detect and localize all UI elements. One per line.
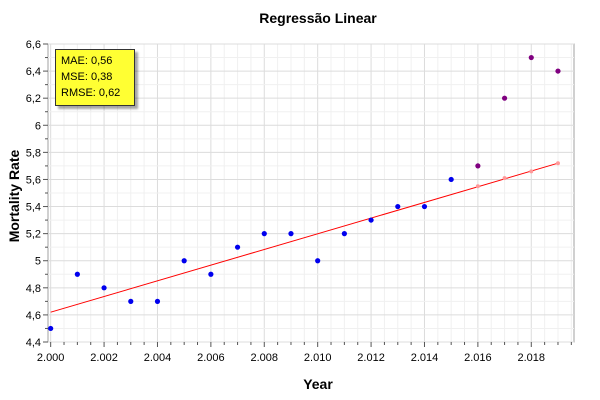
y-tick-label: 4,6 bbox=[26, 310, 41, 322]
x-axis-title: Year bbox=[303, 376, 333, 392]
y-tick-label: 5,4 bbox=[26, 202, 41, 214]
y-tick-label: 6,2 bbox=[26, 93, 41, 105]
x-tick-label: 2.012 bbox=[357, 352, 385, 364]
tick-layer: 2.000 2.002 2.004 2.006 2.008 2.010 2.012 2.014… bbox=[26, 39, 572, 364]
observed-point bbox=[101, 285, 107, 291]
y-tick-label: 5,2 bbox=[26, 229, 41, 241]
y-tick-label: 6,6 bbox=[26, 39, 41, 51]
observed-point bbox=[368, 217, 374, 223]
metric-rmse: RMSE: 0,62 bbox=[61, 87, 121, 99]
x-tick-label: 2.006 bbox=[197, 352, 225, 364]
x-tick-label: 2.018 bbox=[518, 352, 546, 364]
y-axis-title: Mortality Rate bbox=[6, 150, 22, 243]
test-point bbox=[501, 95, 508, 101]
y-tick-label: 4,8 bbox=[26, 283, 41, 295]
metric-mse: MSE: 0,38 bbox=[61, 71, 113, 83]
predicted-point bbox=[555, 161, 560, 166]
metric-mae: MAE: 0,56 bbox=[61, 55, 113, 67]
x-tick-label: 2.002 bbox=[90, 352, 118, 364]
observed-point bbox=[48, 325, 54, 332]
point-layer bbox=[48, 54, 561, 332]
observed-point bbox=[315, 258, 321, 264]
test-point bbox=[475, 163, 481, 169]
observed-point bbox=[74, 271, 80, 277]
observed-point bbox=[261, 231, 267, 237]
observed-point bbox=[208, 271, 214, 277]
test-point bbox=[528, 54, 534, 61]
observed-point bbox=[288, 231, 294, 237]
x-tick-label: 2.008 bbox=[251, 352, 279, 364]
observed-point bbox=[341, 231, 347, 237]
predicted-point bbox=[475, 184, 480, 189]
x-tick-label: 2.010 bbox=[304, 352, 332, 364]
x-tick-label: 2.000 bbox=[37, 352, 65, 364]
x-tick-label: 2.004 bbox=[144, 352, 172, 364]
y-tick-label: 5 bbox=[35, 256, 41, 268]
observed-point bbox=[154, 298, 161, 304]
chart-title: Regressão Linear bbox=[259, 10, 377, 26]
test-point bbox=[555, 68, 561, 74]
observed-point bbox=[448, 176, 454, 183]
y-tick-label: 6,4 bbox=[26, 66, 41, 78]
observed-point bbox=[421, 203, 428, 210]
y-tick-label: 5,6 bbox=[26, 174, 41, 186]
regression-line bbox=[50, 162, 559, 313]
observed-point bbox=[395, 203, 401, 210]
x-tick-label: 2.014 bbox=[411, 352, 439, 364]
line-layer bbox=[50, 162, 559, 313]
observed-point bbox=[181, 258, 187, 264]
predicted-point bbox=[529, 169, 534, 174]
y-tick-label: 6 bbox=[35, 120, 41, 132]
observed-point bbox=[128, 298, 134, 304]
observed-point bbox=[234, 244, 241, 250]
predicted-point bbox=[502, 176, 507, 181]
x-tick-label: 2.016 bbox=[464, 352, 492, 364]
metrics-box: MAE: 0,56 MSE: 0,38 RMSE: 0,62 bbox=[55, 49, 135, 106]
y-tick-label: 4,4 bbox=[26, 337, 41, 349]
y-tick-label: 5,8 bbox=[26, 147, 41, 159]
